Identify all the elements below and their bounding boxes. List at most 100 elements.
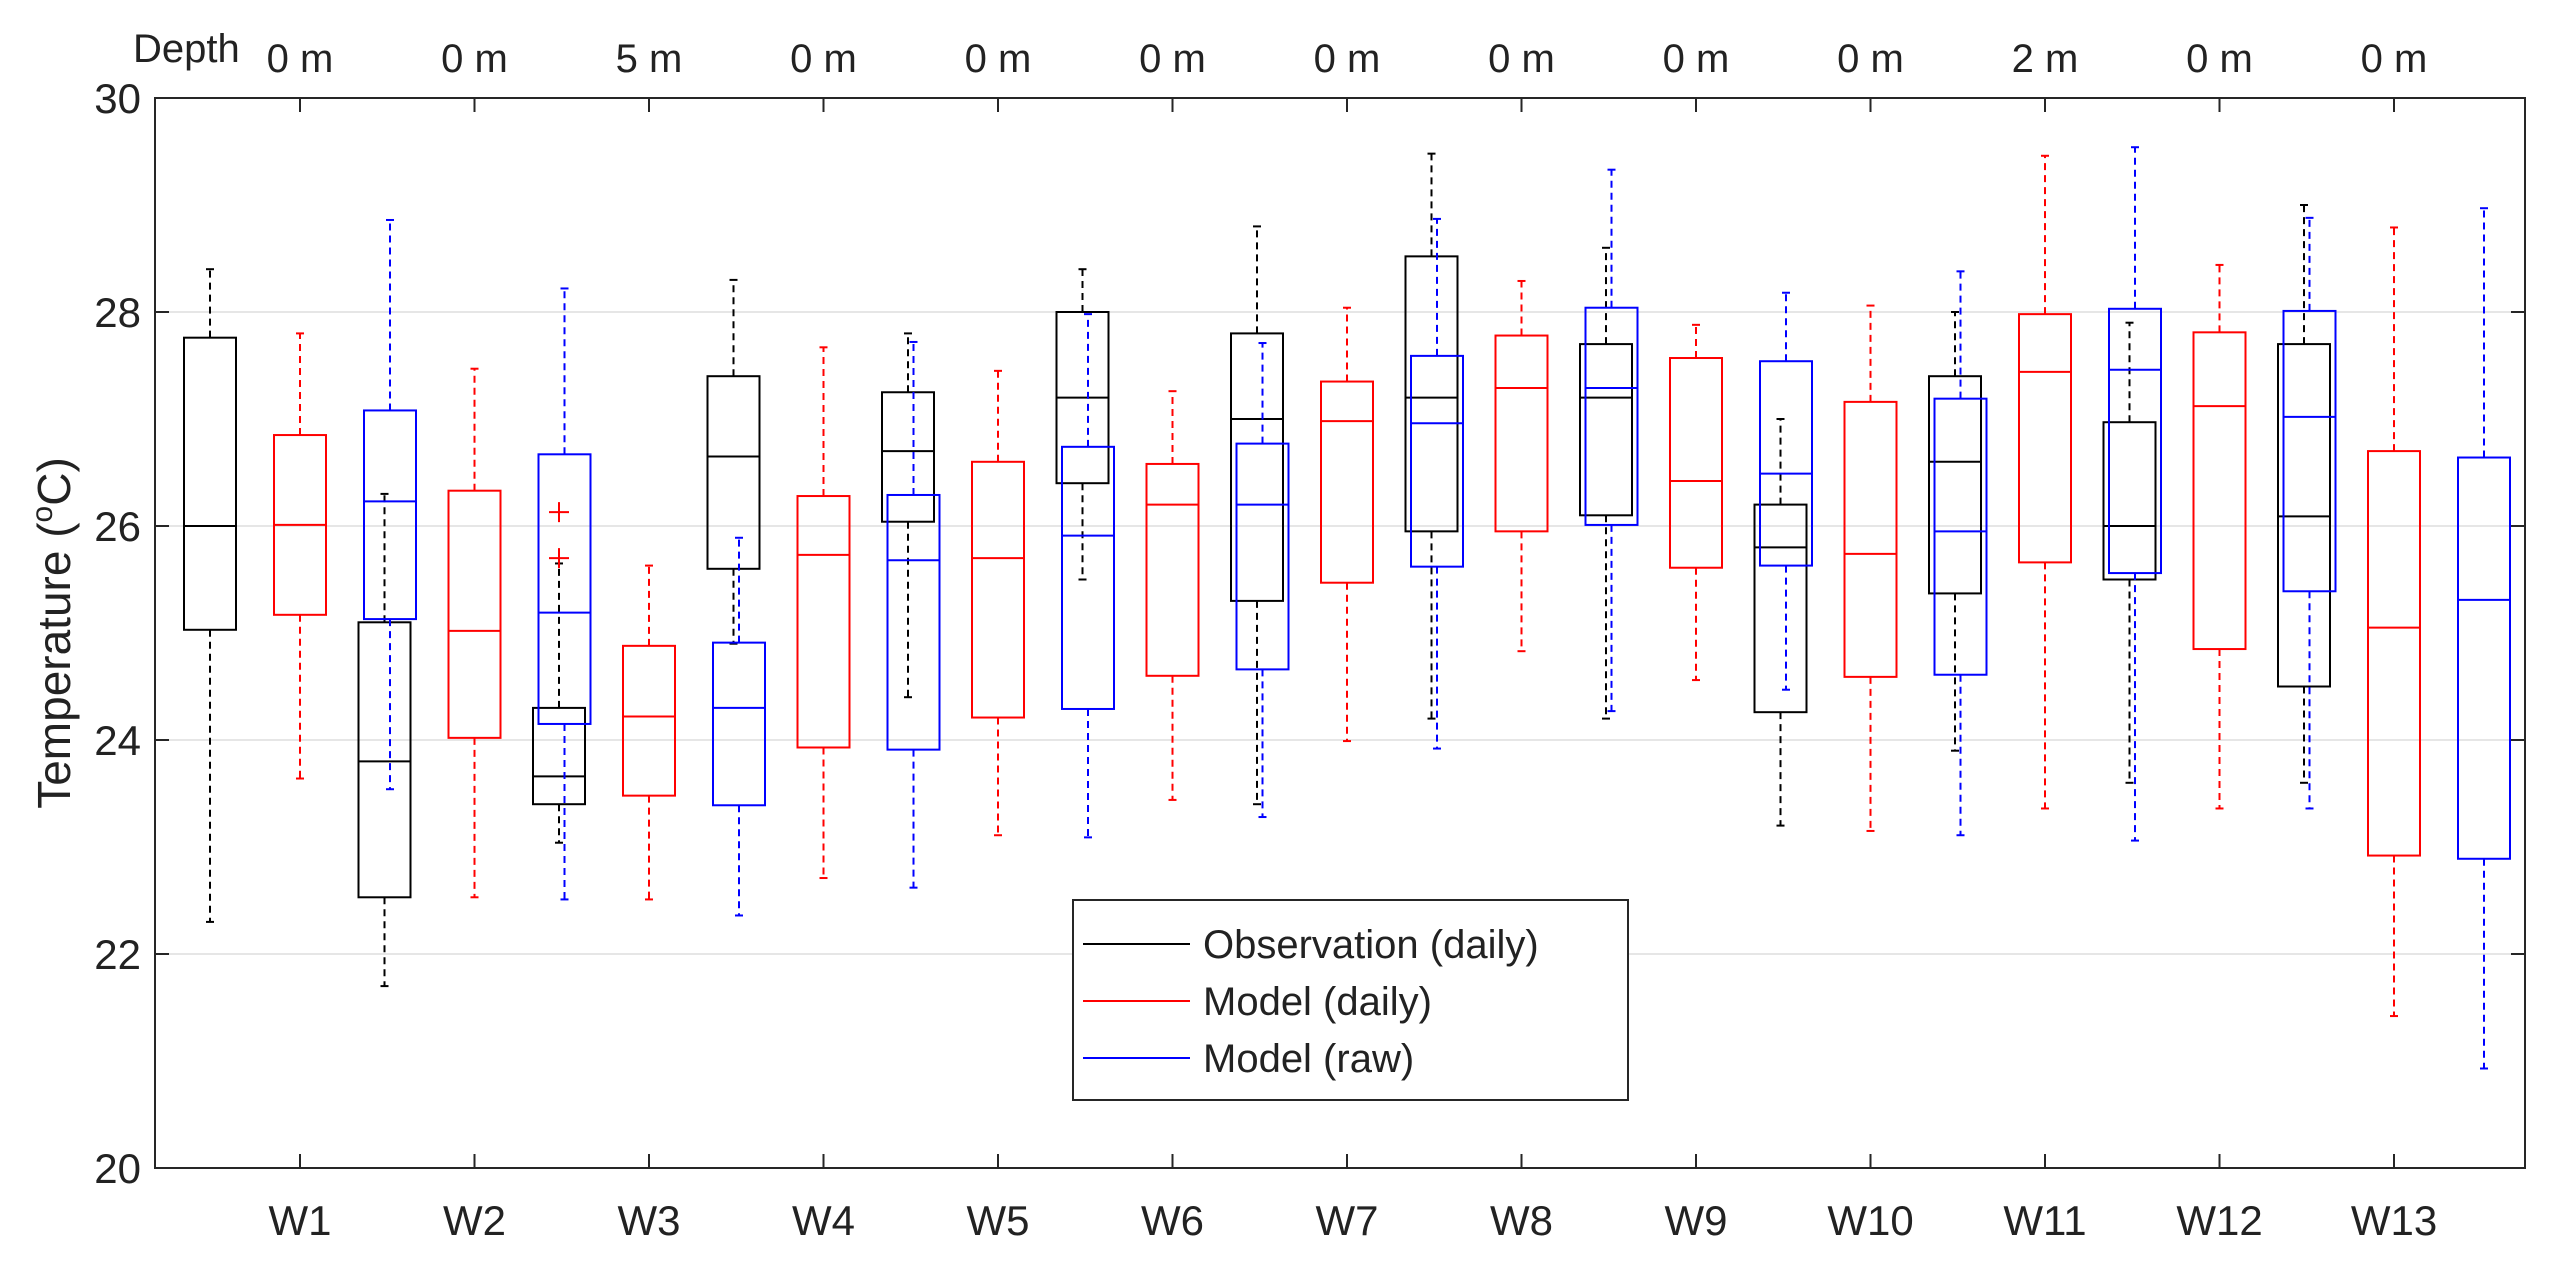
y-tick-label: 26 [94,503,141,550]
x-tick-label-w10: W10 [1827,1197,1913,1244]
depth-label-w9: 0 m [1663,37,1730,81]
y-tick-labels: 20 22 24 26 28 30 [94,75,141,1192]
box-iqr [537,453,592,725]
box-w10-series-0 [1753,418,1808,827]
box-iqr [1584,306,1639,526]
box-iqr [1410,354,1464,568]
box-w13-series-2 [2457,207,2511,1070]
box-w4-series-0 [706,278,761,645]
box-iqr [1235,442,1290,671]
box-iqr [706,375,761,570]
box-iqr [2277,343,2331,688]
x-tick-label-w11: W11 [2003,1197,2086,1244]
box-iqr [1843,400,1898,678]
box-w11-series-0 [1928,311,1982,752]
box-w1-series-0 [183,268,237,923]
box-w4-series-2 [886,340,941,889]
box-iqr [2108,307,2162,575]
y-axis-label: Temperature (oC) [26,457,80,809]
box-w4-series-1 [796,346,851,880]
box-iqr [796,495,851,749]
x-tick-label-w2: W2 [443,1197,506,1244]
box-w6-series-1 [1145,390,1200,801]
box-w3-series-2 [712,536,766,917]
depth-label-w10: 0 m [1837,37,1904,81]
box-w5-series-2 [1061,313,1115,839]
box-iqr [1320,380,1374,584]
x-tick-label-w7: W7 [1316,1197,1379,1244]
x-tick-labels: W1 W2 W3 W4 W5 W6 W7 W8 W9 W10 W11 W12 W13 [269,1197,2438,1244]
box-w7-series-1 [1320,306,1374,743]
y-tick-label: 24 [94,717,141,764]
box-iqr [1753,503,1808,714]
box-w5-series-1 [971,369,1025,837]
box-w8-series-1 [1494,279,1549,653]
box-w12-series-1 [2192,263,2247,810]
box-iqr [2102,421,2157,581]
box-w10-series-2 [1933,270,1988,837]
y-tick-label: 30 [94,75,141,122]
depth-axis-title: Depth [133,27,240,71]
box-w13-series-1 [2367,226,2421,1018]
x-tick-label-w8: W8 [1490,1197,1553,1244]
x-tick-label-w6: W6 [1141,1197,1204,1244]
box-iqr [971,460,1025,719]
box-iqr [357,621,412,899]
x-tick-label-w9: W9 [1665,1197,1728,1244]
legend-label-observation: Observation (daily) [1203,923,1539,967]
box-iqr [2367,450,2421,857]
box-iqr [1759,360,1813,567]
box-iqr [2457,456,2511,860]
depth-label-w12: 0 m [2186,37,2253,81]
box-iqr [1579,343,1633,517]
box-w5-series-0 [881,332,935,699]
legend: Observation (daily) Model (daily) Model … [1072,899,1629,1101]
y-tick-label: 22 [94,931,141,978]
box-iqr [1230,332,1284,602]
box-w9-series-1 [1669,323,1723,682]
box-w6-series-0 [1055,268,1110,581]
y-axis-label-main: Temperature ( [28,522,80,809]
outlier-marker [549,548,569,569]
box-iqr [1145,462,1200,677]
box-w11-series-1 [2018,154,2072,810]
y-tick-label: 20 [94,1145,141,1192]
box-w2-series-0 [357,492,412,988]
x-tick-label-w1: W1 [269,1197,332,1244]
box-iqr [2192,331,2247,651]
box-iqr [532,706,586,806]
box-w3-series-1 [622,564,676,901]
box-iqr [2018,313,2072,564]
x-tick-label-w4: W4 [792,1197,855,1244]
box-w6-series-2 [1235,342,1290,819]
box-w12-series-2 [2282,216,2337,810]
legend-label-model-daily: Model (daily) [1203,980,1432,1024]
box-iqr [886,493,941,751]
box-iqr [447,489,502,739]
depth-label-w2: 0 m [441,37,508,81]
box-w13-series-0 [2277,204,2331,784]
depth-labels: 0 m 0 m 5 m 0 m 0 m 0 m 0 m 0 m 0 m 0 m 2 m 0 m 0 m [267,37,2428,81]
depth-label-w11: 2 m [2012,37,2079,81]
box-iqr [1494,334,1549,533]
box-w3-series-0 [532,502,586,844]
box-plots [183,146,2511,1070]
box-w11-series-2 [2108,146,2162,842]
depth-label-w4: 0 m [790,37,857,81]
legend-label-model-raw: Model (raw) [1203,1037,1414,1081]
box-w7-series-2 [1410,217,1464,750]
x-tick-label-w3: W3 [618,1197,681,1244]
depth-label-w5: 0 m [965,37,1032,81]
plot-area-frame [154,97,2526,1169]
box-iqr [2282,309,2337,593]
box-w10-series-1 [1843,304,1898,832]
grid-lines [155,311,2525,955]
box-iqr [1669,357,1723,569]
axis-ticks [155,97,2525,1169]
box-iqr [712,641,766,807]
box-iqr [622,644,676,797]
box-iqr [363,409,417,621]
box-w8-series-0 [1404,152,1459,720]
box-w2-series-1 [447,367,502,899]
